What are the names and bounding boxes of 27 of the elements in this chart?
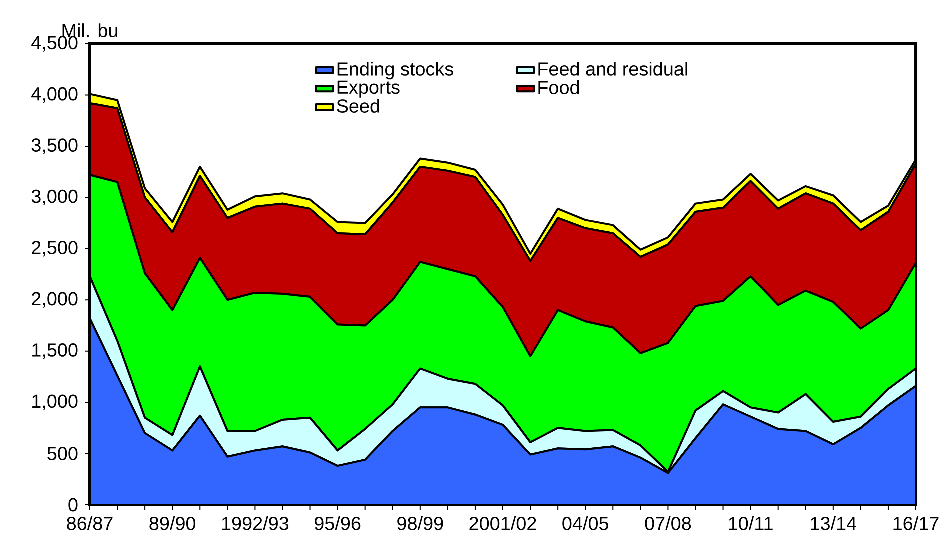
y-tick-label: 500 xyxy=(48,447,78,460)
x-tick-label: 07/08 xyxy=(645,516,692,530)
y-tick-label: 4,500 xyxy=(32,36,78,52)
y-tick-label: 1,500 xyxy=(32,344,78,360)
x-tick-label: 16/17 xyxy=(894,516,939,530)
x-tick-label: 04/05 xyxy=(562,516,608,530)
x-tick-label: 1992/93 xyxy=(222,516,289,530)
y-tick-label: 1,000 xyxy=(32,394,78,410)
legend-label: Ending stocks xyxy=(338,62,454,80)
legend-label: Food xyxy=(538,80,580,94)
x-tick-label: 10/11 xyxy=(729,516,773,530)
x-tick-label: 95/96 xyxy=(315,516,361,530)
x-tick-label: 86/87 xyxy=(67,516,113,530)
x-tick-label: 98/99 xyxy=(398,516,444,530)
x-tick-label: 2001/02 xyxy=(470,516,536,530)
x-tick-label: 89/90 xyxy=(150,516,196,530)
y-tick-label: 3,500 xyxy=(32,138,78,154)
y-tick-label: 4,000 xyxy=(32,87,78,104)
y-tick-label: 0 xyxy=(68,498,78,512)
legend-label: Seed xyxy=(337,99,380,113)
x-tick-label: 13/14 xyxy=(811,516,857,530)
y-tick-label: 2,000 xyxy=(32,292,78,308)
y-axis-title: Mil. bu xyxy=(62,24,118,38)
legend-label: Exports xyxy=(338,80,400,98)
y-tick-label: 3,000 xyxy=(32,190,78,206)
legend-label: Feed and residual xyxy=(538,62,688,76)
y-tick-label: 2,500 xyxy=(32,241,78,257)
